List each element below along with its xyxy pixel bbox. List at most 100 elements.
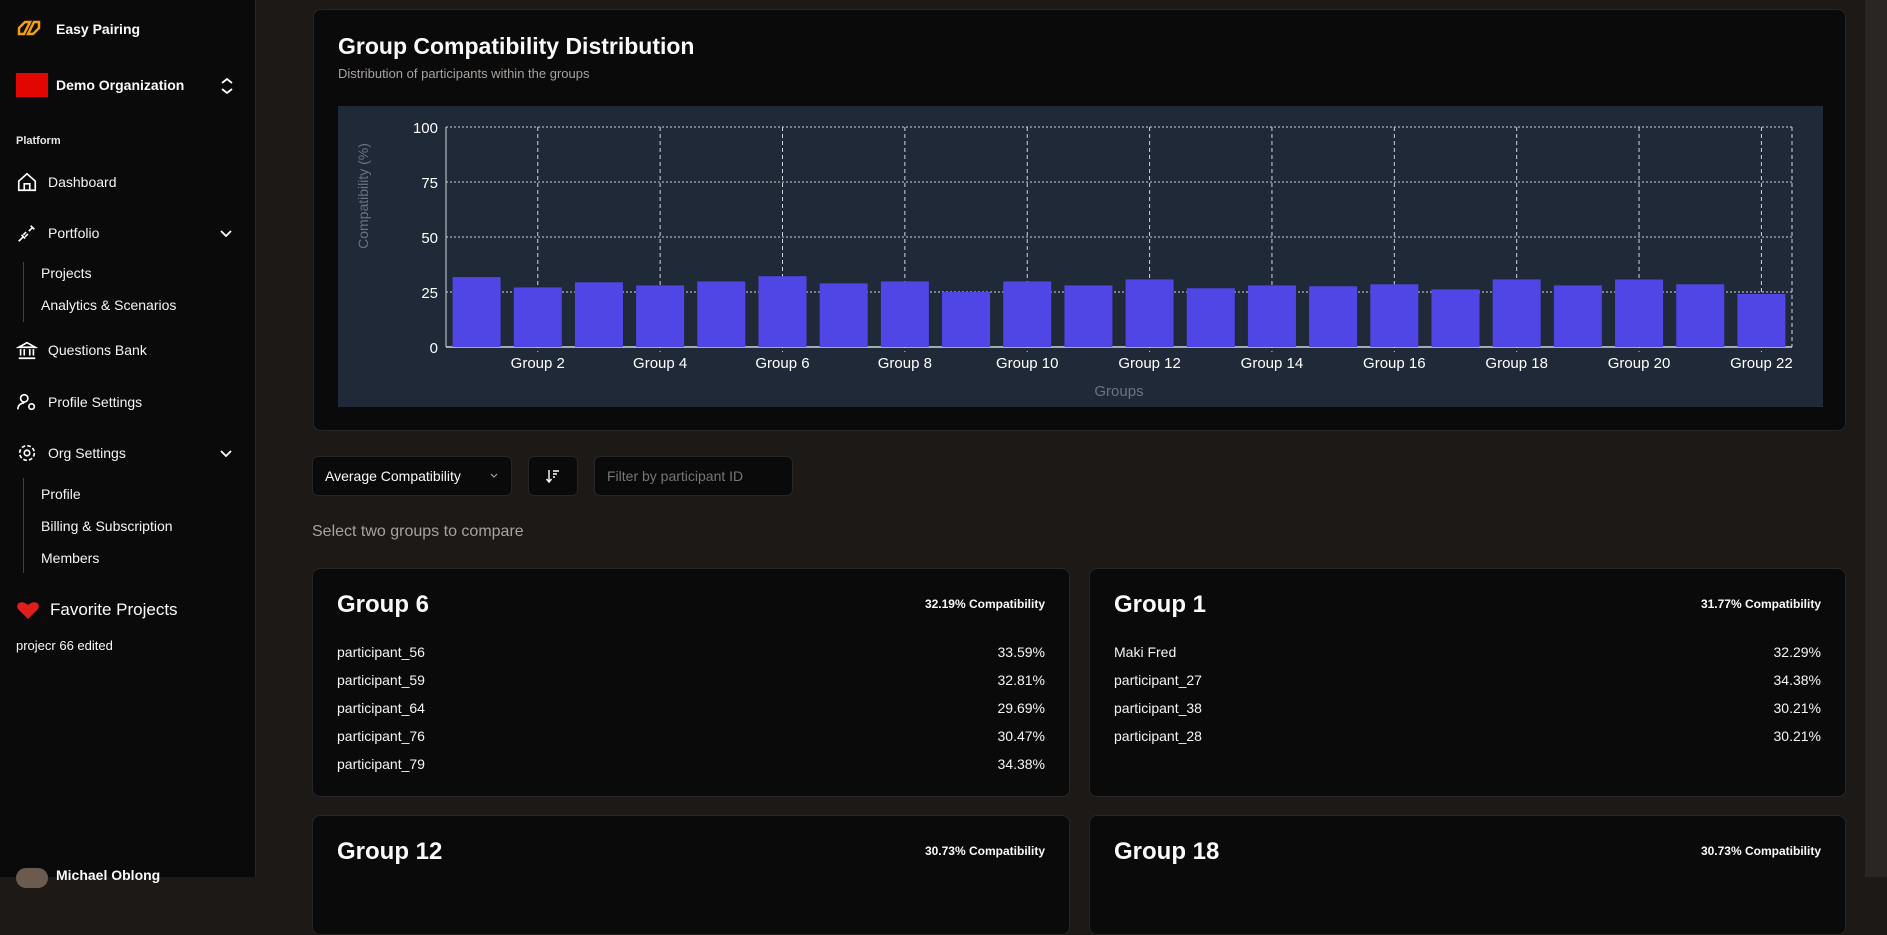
bar-group-10 bbox=[1003, 281, 1052, 347]
favorite-projects-header: Favorite Projects bbox=[16, 600, 178, 620]
participant-row: participant_59 32.81% bbox=[337, 672, 1045, 688]
sidebar-item-dashboard[interactable]: Dashboard bbox=[16, 167, 240, 197]
x-tick-label: Group 16 bbox=[1363, 355, 1426, 372]
x-tick-label: Group 2 bbox=[511, 355, 565, 372]
participant-filter-input[interactable] bbox=[594, 456, 793, 496]
bar-group-11 bbox=[1064, 285, 1113, 347]
user-avatar[interactable] bbox=[16, 868, 48, 888]
plug-icon bbox=[18, 225, 35, 242]
participant-score: 32.29% bbox=[1773, 644, 1821, 660]
group-compatibility: 30.73% Compatibility bbox=[1700, 844, 1821, 858]
bar-group-20 bbox=[1615, 279, 1664, 347]
participant-score: 34.38% bbox=[997, 756, 1045, 772]
sidebar-item-billing[interactable]: Billing & Subscription bbox=[41, 518, 173, 534]
user-name[interactable]: Michael Oblong bbox=[56, 867, 161, 883]
participant-score: 30.47% bbox=[997, 728, 1045, 744]
x-axis-title: Groups bbox=[1094, 383, 1143, 400]
sidebar-item-analytics[interactable]: Analytics & Scenarios bbox=[41, 297, 177, 313]
bar-group-12 bbox=[1125, 279, 1174, 347]
sidebar-item-profile[interactable]: Profile bbox=[41, 486, 81, 502]
group-card[interactable]: Group 1 31.77% Compatibility Maki Fred 32.… bbox=[1089, 568, 1846, 797]
bar-group-21 bbox=[1676, 284, 1725, 347]
participant-row: participant_27 34.38% bbox=[1114, 672, 1821, 688]
participant-name: participant_38 bbox=[1114, 700, 1202, 716]
x-tick-label: Group 4 bbox=[633, 355, 687, 372]
chart-card: Group Compatibility Distribution Distrib… bbox=[313, 9, 1846, 431]
bar-group-18 bbox=[1492, 279, 1541, 347]
home-icon bbox=[17, 172, 37, 192]
sidebar-item-label: Questions Bank bbox=[48, 342, 147, 358]
sidebar-item-members[interactable]: Members bbox=[41, 550, 100, 566]
easy-pairing-logo-icon bbox=[17, 20, 41, 36]
x-tick-label: Group 6 bbox=[755, 355, 809, 372]
x-tick-label: Group 12 bbox=[1118, 355, 1181, 372]
chevron-down-icon[interactable] bbox=[218, 445, 234, 461]
sidebar-item-label: Portfolio bbox=[48, 225, 100, 241]
sidebar-item-portfolio[interactable]: Portfolio bbox=[16, 218, 240, 248]
sidebar-item-label: Dashboard bbox=[48, 174, 117, 190]
group-compatibility: 32.19% Compatibility bbox=[924, 597, 1045, 611]
bar-group-15 bbox=[1309, 286, 1358, 347]
participant-name: participant_56 bbox=[337, 644, 425, 660]
sidebar-item-projects[interactable]: Projects bbox=[41, 265, 92, 281]
participant-name: participant_79 bbox=[337, 756, 425, 772]
group-title: Group 6 bbox=[337, 591, 430, 618]
sort-by-select[interactable]: Average Compatibility bbox=[312, 456, 512, 496]
chart-plot-area: 0 25 50 75 100 Group 2 Group 4 Group 6 Group 8 Gr… bbox=[338, 106, 1823, 407]
group-title: Group 12 bbox=[337, 838, 443, 865]
bar-group-6 bbox=[758, 276, 807, 347]
participant-name: participant_64 bbox=[337, 700, 425, 716]
chevron-down-icon[interactable] bbox=[218, 225, 234, 241]
compare-hint: Select two groups to compare bbox=[312, 523, 524, 540]
chart-title: Group Compatibility Distribution bbox=[338, 33, 695, 59]
participant-score: 32.81% bbox=[997, 672, 1045, 688]
participant-row: participant_64 29.69% bbox=[337, 700, 1045, 716]
y-tick-label: 25 bbox=[421, 285, 438, 302]
participant-name: Maki Fred bbox=[1114, 644, 1177, 660]
group-title: Group 1 bbox=[1114, 591, 1207, 618]
participant-score: 30.21% bbox=[1773, 700, 1821, 716]
bar-group-5 bbox=[697, 281, 746, 347]
group-card[interactable]: Group 12 30.73% Compatibility bbox=[312, 815, 1070, 935]
y-tick-label: 50 bbox=[421, 230, 438, 247]
participant-row: participant_79 34.38% bbox=[337, 756, 1045, 772]
bar-group-16 bbox=[1370, 284, 1419, 347]
scrollbar[interactable] bbox=[1865, 0, 1887, 877]
org-switcher[interactable]: Demo Organization bbox=[56, 77, 185, 93]
group-card[interactable]: Group 18 30.73% Compatibility bbox=[1089, 815, 1846, 935]
participant-score: 34.38% bbox=[1773, 672, 1821, 688]
bar-group-14 bbox=[1247, 285, 1296, 347]
x-tick-label: Group 22 bbox=[1730, 355, 1793, 372]
sidebar-item-org-settings[interactable]: Org Settings bbox=[16, 438, 240, 468]
sort-direction-button[interactable] bbox=[528, 456, 578, 496]
bar-group-17 bbox=[1431, 289, 1480, 347]
bar-group-9 bbox=[942, 292, 991, 347]
favorite-project-link[interactable]: projecr 66 edited bbox=[16, 638, 113, 653]
sort-by-value: Average Compatibility bbox=[325, 468, 461, 484]
sidebar-item-questions-bank[interactable]: Questions Bank bbox=[16, 335, 240, 365]
participant-name: participant_76 bbox=[337, 728, 425, 744]
participant-row: participant_38 30.21% bbox=[1114, 700, 1821, 716]
y-tick-label: 75 bbox=[421, 175, 438, 192]
participant-score: 30.21% bbox=[1773, 728, 1821, 744]
y-tick-label: 0 bbox=[430, 340, 438, 357]
sort-descending-icon bbox=[545, 470, 559, 484]
y-tick-label: 100 bbox=[413, 120, 438, 137]
chevrons-up-down-icon[interactable] bbox=[220, 77, 234, 95]
submenu-line bbox=[23, 262, 24, 322]
participant-name: participant_28 bbox=[1114, 728, 1202, 744]
group-compatibility: 31.77% Compatibility bbox=[1700, 597, 1821, 611]
bar-group-7 bbox=[819, 283, 868, 347]
sidebar-item-profile-settings[interactable]: Profile Settings bbox=[16, 387, 240, 417]
participant-score: 29.69% bbox=[997, 700, 1045, 716]
bar-group-3 bbox=[574, 282, 623, 347]
group-card[interactable]: Group 6 32.19% Compatibility participant_… bbox=[312, 568, 1070, 797]
user-cog-icon bbox=[17, 393, 36, 411]
bar-chart: 0 25 50 75 100 Group 2 Group 4 Group 6 Group 8 Gr… bbox=[355, 120, 1793, 400]
bar-group-19 bbox=[1553, 285, 1602, 347]
y-axis-title: Compatibility (%) bbox=[355, 143, 371, 249]
x-tick-label: Group 8 bbox=[878, 355, 932, 372]
participant-row: Maki Fred 32.29% bbox=[1114, 644, 1821, 660]
favorite-projects-title: Favorite Projects bbox=[50, 600, 178, 619]
x-tick-label: Group 10 bbox=[996, 355, 1059, 372]
